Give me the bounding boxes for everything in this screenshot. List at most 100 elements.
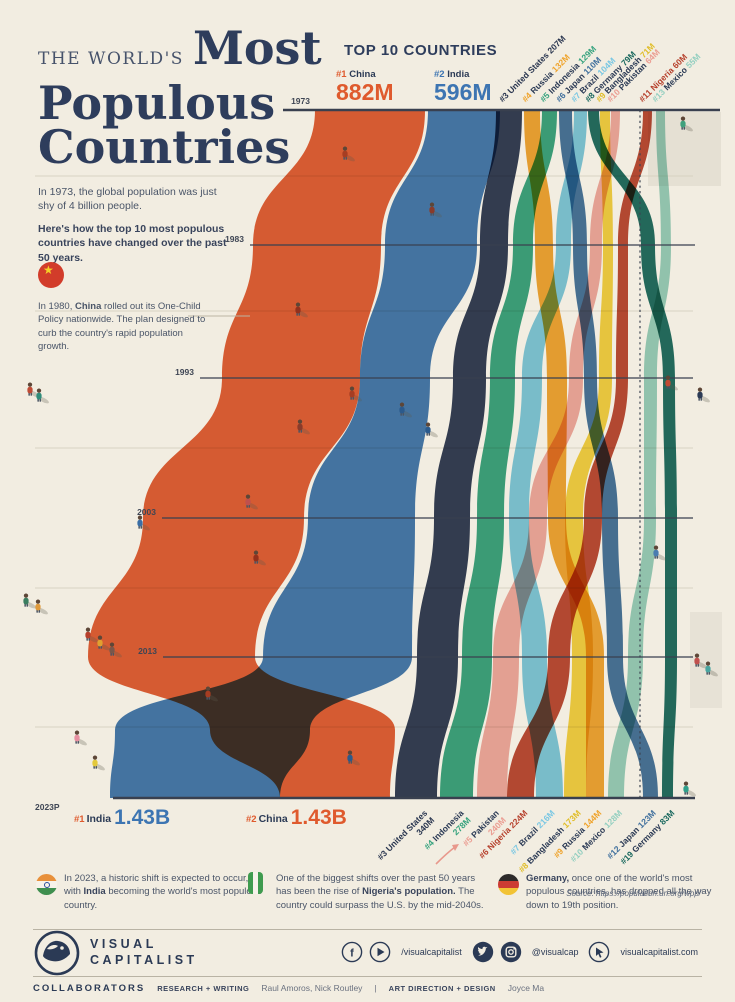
person-figure bbox=[92, 755, 105, 771]
person-figure bbox=[74, 730, 87, 746]
intro-text: In 1973, the global population was just … bbox=[38, 185, 228, 265]
cursor-icon[interactable] bbox=[588, 941, 610, 963]
divider-top bbox=[33, 929, 702, 930]
people-figures-layer bbox=[23, 116, 718, 797]
stream-nigeria bbox=[507, 110, 652, 798]
twitter-icon[interactable] bbox=[472, 941, 494, 963]
person-figure bbox=[85, 627, 98, 643]
research-names: Raul Amoros, Nick Routley bbox=[261, 983, 363, 993]
art-names: Joyce Ma bbox=[507, 983, 545, 993]
person-figure bbox=[683, 781, 696, 797]
person-figure bbox=[342, 146, 355, 162]
title-kicker: THE WORLD'S bbox=[38, 49, 184, 69]
visual-capitalist-logo[interactable]: VISUAL CAPITALIST bbox=[33, 929, 198, 977]
china-flag-icon: ★ bbox=[38, 262, 64, 288]
population-value: 596M bbox=[434, 79, 492, 105]
social-handle-ig-tw[interactable]: @visualcap bbox=[531, 947, 579, 957]
research-label: RESEARCH + WRITING bbox=[157, 984, 250, 993]
person-figure bbox=[680, 116, 693, 132]
china-policy-note: In 1980, China rolled out its One-Child … bbox=[38, 301, 206, 352]
collaborators-row: COLLABORATORS RESEARCH + WRITING Raul Am… bbox=[33, 983, 544, 994]
logo-mark-icon bbox=[34, 930, 80, 976]
divider-bottom bbox=[33, 976, 702, 977]
person-figure bbox=[253, 550, 266, 566]
footnote-nigeria: One of the biggest shifts over the past … bbox=[276, 873, 484, 911]
stream-mexico bbox=[608, 110, 671, 798]
year-label-1973: 1973 bbox=[291, 96, 310, 106]
rank-number: #1 bbox=[74, 814, 85, 825]
art-label: ART DIRECTION + DESIGN bbox=[388, 984, 496, 993]
nigeria-flag-icon bbox=[248, 872, 263, 894]
chart-heading: TOP 10 COUNTRIES bbox=[344, 42, 498, 59]
person-figure bbox=[349, 386, 362, 402]
social-handle-fb-yt[interactable]: /visualcapitalist bbox=[401, 947, 462, 957]
top-label-china: #1 China 882M bbox=[336, 69, 394, 104]
population-value: 1.43B bbox=[114, 806, 171, 829]
person-figure bbox=[36, 388, 49, 404]
streams-layer bbox=[88, 110, 677, 798]
collab-divider: | bbox=[374, 983, 377, 993]
person-figure bbox=[705, 661, 718, 677]
bottom-label-india: #1 India 1.43B bbox=[74, 806, 170, 830]
collaborators-label: COLLABORATORS bbox=[33, 983, 146, 994]
person-figure bbox=[665, 375, 678, 391]
social-links-row: f /visualcapitalist @visualcap visualcap… bbox=[341, 941, 702, 963]
person-figure bbox=[97, 635, 110, 651]
youtube-play-icon[interactable] bbox=[369, 941, 391, 963]
stream-indonesia bbox=[440, 110, 557, 798]
source-credit: Source: https://population.un.org/wpp/ bbox=[566, 889, 701, 898]
rank-number: #1 bbox=[336, 69, 347, 80]
year-label-2023P: 2023P bbox=[35, 802, 60, 812]
country-name: China bbox=[258, 813, 288, 825]
population-value: 882M bbox=[336, 79, 394, 105]
india-flag-icon bbox=[36, 874, 57, 895]
germany-flag-icon bbox=[498, 874, 519, 895]
person-figure bbox=[137, 515, 150, 531]
person-figure bbox=[697, 387, 710, 403]
year-label-1983: 1983 bbox=[225, 234, 244, 244]
title-block: THE WORLD'S Most Populous Countries bbox=[38, 25, 338, 170]
footnote-india: In 2023, a historic shift is expected to… bbox=[64, 873, 262, 911]
country-name: China bbox=[349, 69, 376, 80]
person-figure bbox=[297, 419, 310, 435]
svg-text:f: f bbox=[350, 948, 354, 960]
year-label-2013: 2013 bbox=[138, 646, 157, 656]
person-figure bbox=[694, 653, 707, 669]
country-name: India bbox=[447, 69, 470, 80]
facebook-icon[interactable]: f bbox=[341, 941, 363, 963]
stream-bangladesh bbox=[564, 110, 613, 798]
page-title: THE WORLD'S Most bbox=[38, 25, 338, 81]
year-label-1993: 1993 bbox=[175, 367, 194, 377]
population-value: 1.43B bbox=[290, 806, 347, 829]
stream-pakistan bbox=[477, 110, 620, 798]
person-figure bbox=[205, 686, 218, 702]
person-figure bbox=[245, 494, 258, 510]
intro-paragraph-1: In 1973, the global population was just … bbox=[38, 186, 217, 213]
person-figure bbox=[35, 599, 48, 615]
rank-number: #2 bbox=[246, 814, 257, 825]
rank-number: #2 bbox=[434, 69, 445, 80]
stream-brazil bbox=[509, 110, 587, 798]
logo-text-line1: VISUAL bbox=[90, 937, 157, 952]
social-handle-web[interactable]: visualcapitalist.com bbox=[620, 947, 698, 957]
person-figure bbox=[425, 422, 438, 438]
nigeria-arrowhead bbox=[452, 844, 459, 851]
stream-india bbox=[110, 110, 500, 798]
person-figure bbox=[109, 642, 122, 658]
logo-text-line2: CAPITALIST bbox=[90, 953, 198, 967]
instagram-icon[interactable] bbox=[500, 941, 522, 963]
stream-united-states bbox=[395, 110, 522, 798]
person-figure bbox=[295, 302, 308, 318]
stream-china bbox=[88, 110, 425, 798]
top-label-india: #2 India 596M bbox=[434, 69, 492, 104]
person-figure bbox=[429, 202, 442, 218]
person-figure bbox=[399, 402, 412, 418]
intro-paragraph-2: Here's how the top 10 most populous coun… bbox=[38, 222, 227, 264]
stream-germany bbox=[588, 110, 677, 798]
year-label-2003: 2003 bbox=[137, 507, 156, 517]
bottom-label-china: #2 China 1.43B bbox=[246, 806, 347, 830]
person-figure bbox=[347, 750, 360, 766]
footnote-germany: Germany, once one of the world's most po… bbox=[526, 873, 712, 911]
